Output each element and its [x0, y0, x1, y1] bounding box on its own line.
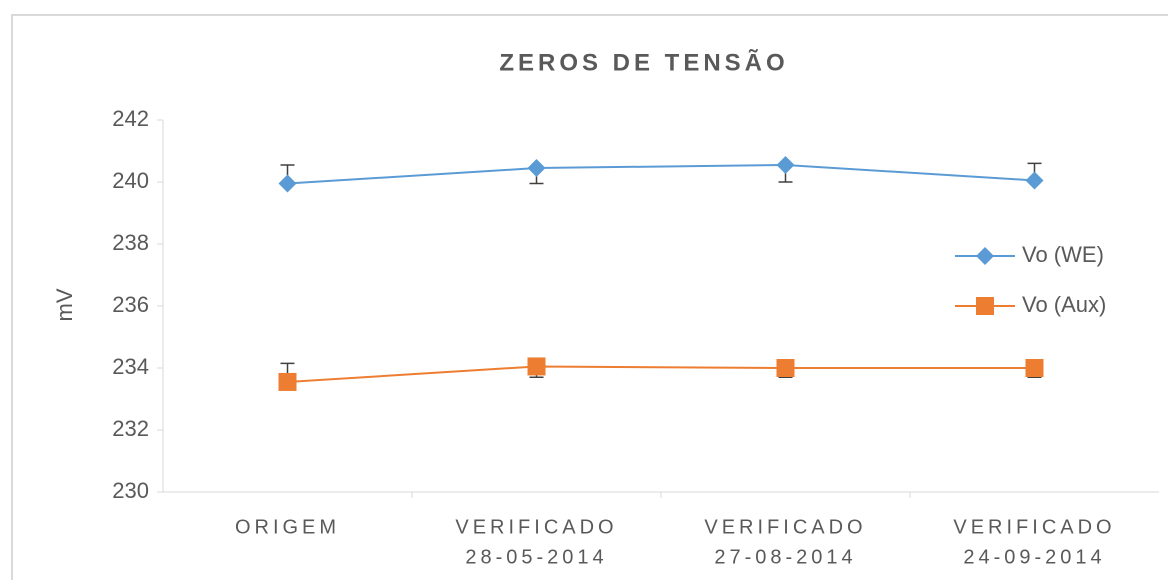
series-line	[287, 163, 1035, 185]
marker	[776, 155, 795, 174]
marker	[527, 159, 546, 178]
marker	[976, 247, 994, 265]
x-tick-label: VERIFICADO	[704, 516, 866, 538]
marker	[1025, 171, 1044, 190]
marker	[527, 357, 546, 376]
x-tick-label: ORIGEM	[235, 516, 340, 538]
x-tick-label: 24-09-2014	[963, 546, 1105, 568]
y-tick-label: 236	[112, 292, 149, 317]
legend-label: Vo (Aux)	[1022, 292, 1106, 317]
marker	[1025, 359, 1044, 377]
y-tick-label: 232	[112, 416, 149, 441]
y-tick-label: 230	[112, 478, 149, 503]
x-tick-label: VERIFICADO	[455, 516, 617, 538]
y-tick-label: 242	[112, 106, 149, 131]
y-tick-label: 234	[112, 354, 149, 379]
x-tick-label: 28-05-2014	[465, 546, 607, 568]
chart-frame	[11, 14, 1168, 580]
marker	[976, 297, 994, 315]
x-tick-label: VERIFICADO	[953, 516, 1115, 538]
y-tick-label: 238	[112, 230, 149, 255]
x-tick-label: 27-08-2014	[714, 546, 856, 568]
series-line	[287, 365, 1035, 383]
chart-title: ZEROS DE TENSÃO	[499, 48, 788, 76]
y-axis-label: mV	[52, 288, 77, 321]
legend-label: Vo (WE)	[1022, 242, 1104, 267]
marker	[776, 359, 795, 377]
marker	[278, 372, 297, 391]
marker	[278, 174, 297, 193]
y-tick-label: 240	[112, 168, 149, 193]
